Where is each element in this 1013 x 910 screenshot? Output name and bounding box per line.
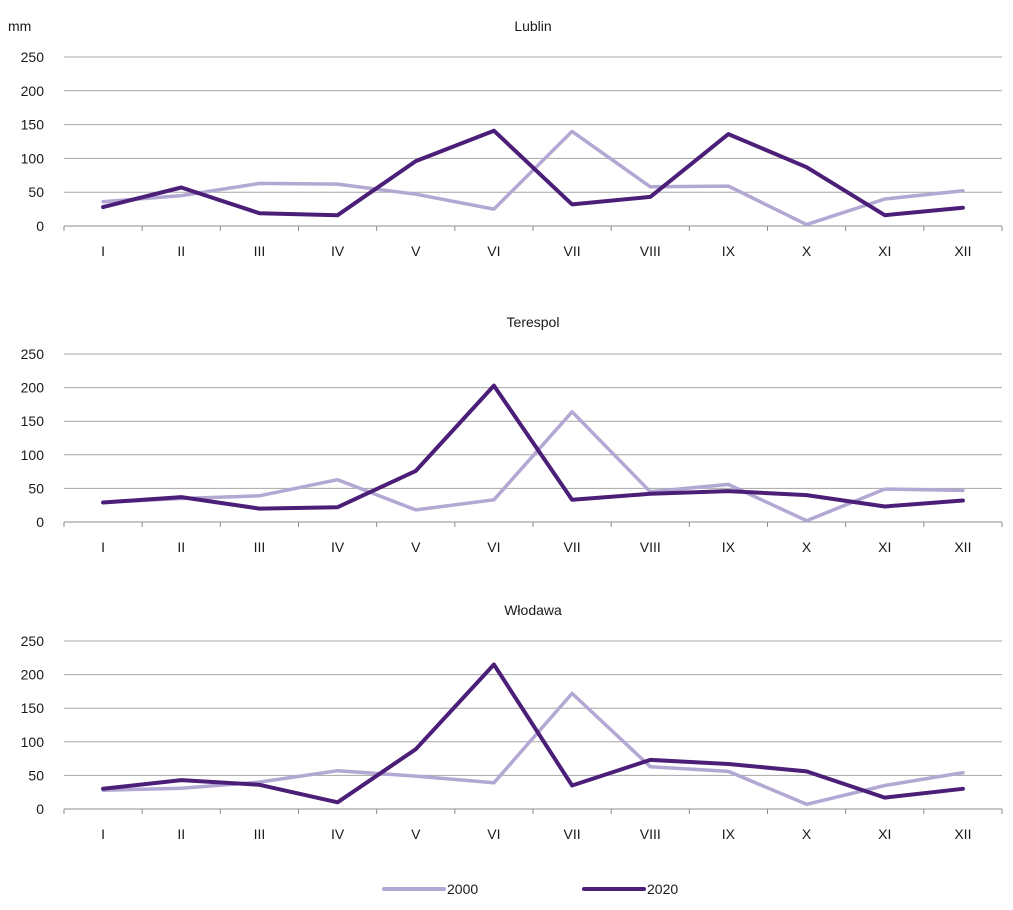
panel-2-xtick-label: IV — [331, 539, 345, 555]
panel-1-xtick-label: IV — [331, 243, 345, 259]
panel-3-xtick-label: IV — [331, 826, 345, 842]
panel-3-xtick-label: VII — [564, 826, 581, 842]
panel-2-xtick-label: IX — [722, 539, 736, 555]
panel-3-ytick-label: 150 — [21, 700, 45, 716]
panel-1-xtick-label: VII — [564, 243, 581, 259]
panel-3-series-2000-line — [101, 691, 965, 807]
panel-1-xtick-label: V — [411, 243, 421, 259]
panel-3-title: Włodawa — [504, 602, 562, 618]
panel-2-ytick-label: 100 — [21, 447, 45, 463]
panel-3-xtick-label: V — [411, 826, 421, 842]
panel-1-xtick-label: XII — [954, 243, 971, 259]
panel-3-xtick-label: II — [177, 826, 185, 842]
panel-1-ytick-label: 150 — [21, 117, 45, 133]
panel-2-xtick-label: X — [802, 539, 812, 555]
panel-1-title: Lublin — [514, 18, 551, 34]
panel-3-xtick-label: I — [101, 826, 105, 842]
panel-2-xtick-label: XI — [878, 539, 891, 555]
panel-1-ytick-label: 100 — [21, 150, 45, 166]
panel-2-title: Terespol — [507, 314, 560, 330]
legend-label-2020: 2020 — [647, 881, 678, 897]
panel-2-xtick-label: VIII — [640, 539, 661, 555]
panel-1-xtick-label: II — [177, 243, 185, 259]
panel-2-xtick-label: VII — [564, 539, 581, 555]
panel-3-xtick-label: XII — [954, 826, 971, 842]
panel-2-xtick-label: III — [254, 539, 266, 555]
panel-2-series-2000-line — [101, 410, 965, 523]
panel-3-xtick-label: VIII — [640, 826, 661, 842]
panel-3-ytick-label: 250 — [21, 633, 45, 649]
panel-2-xtick-label: V — [411, 539, 421, 555]
panel-1-xtick-label: I — [101, 243, 105, 259]
panel-1-ytick-label: 50 — [28, 184, 44, 200]
panel-3-xtick-label: X — [802, 826, 812, 842]
panel-3-ytick-label: 50 — [28, 767, 44, 783]
panel-2-xtick-label: XII — [954, 539, 971, 555]
panel-3-ytick-label: 200 — [21, 667, 45, 683]
panel-3-xtick-label: VI — [487, 826, 500, 842]
panel-1-ytick-label: 200 — [21, 83, 45, 99]
panel-1-xtick-label: IX — [722, 243, 736, 259]
panel-2-ytick-label: 150 — [21, 413, 45, 429]
panel-3-xtick-label: XI — [878, 826, 891, 842]
panel-2-xtick-label: I — [101, 539, 105, 555]
panel-1-xtick-label: VIII — [640, 243, 661, 259]
panel-2-xtick-label: II — [177, 539, 185, 555]
panel-1-ylabel: mm — [8, 18, 31, 34]
panel-2-ytick-label: 0 — [36, 514, 44, 530]
panel-2-xtick-label: VI — [487, 539, 500, 555]
panel-3-xtick-label: III — [254, 826, 266, 842]
panel-3-series-2020-line — [101, 662, 965, 805]
panel-3-xtick-label: IX — [722, 826, 736, 842]
panel-1-ytick-label: 0 — [36, 218, 44, 234]
panel-2-ytick-label: 50 — [28, 480, 44, 496]
panel-1-xtick-label: VI — [487, 243, 500, 259]
panel-1-series-2020-line — [101, 128, 965, 218]
panel-3-ytick-label: 0 — [36, 801, 44, 817]
legend-label-2000: 2000 — [447, 881, 478, 897]
panel-1-xtick-label: XI — [878, 243, 891, 259]
panel-1-xtick-label: III — [254, 243, 266, 259]
panel-1-series-2000-line — [101, 129, 965, 227]
panel-1-xtick-label: X — [802, 243, 812, 259]
panel-2-ytick-label: 200 — [21, 380, 45, 396]
panel-2-ytick-label: 250 — [21, 346, 45, 362]
panel-1-ytick-label: 250 — [21, 49, 45, 65]
panel-3-ytick-label: 100 — [21, 734, 45, 750]
panel-2-series-2020-line — [101, 383, 965, 511]
